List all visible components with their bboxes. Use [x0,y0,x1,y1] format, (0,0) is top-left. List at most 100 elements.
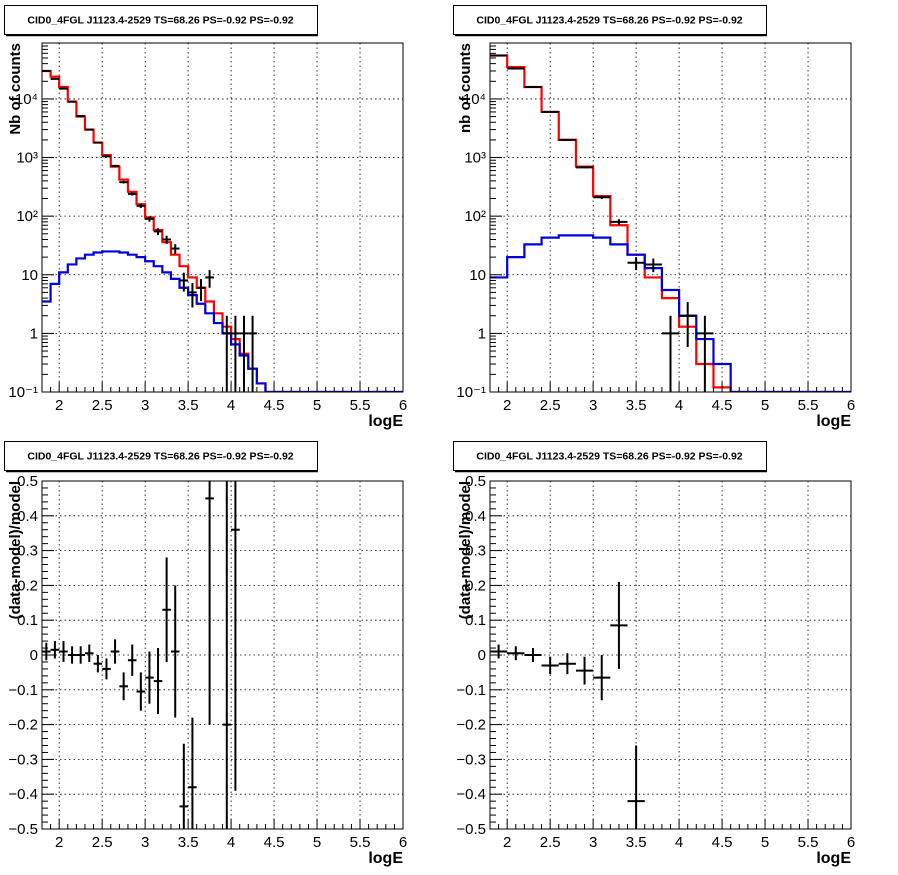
x-tick-label: 6 [399,834,407,851]
x-tick-label: 2.5 [540,834,561,851]
data-point [558,138,576,141]
x-tick-label: 3 [141,397,149,414]
data-point [593,195,611,200]
data-point [93,655,103,673]
data-point [67,100,77,103]
data-point [541,656,559,675]
data-point [610,219,628,225]
grid [42,481,403,829]
title-box [4,441,318,471]
chart-title: CID0_4FGL J1123.4-2529 TS=68.26 PS=-0.92… [476,15,742,27]
y-tick-label: −0.3 [456,751,486,768]
y-tick-label: 1 [30,325,38,342]
data-layer [490,581,645,829]
data-points [490,54,714,392]
data-point [110,639,120,664]
y-tick-label: 0.1 [17,612,38,629]
data-point [541,110,559,113]
x-tick-label: 2 [55,397,63,414]
x-tick-label: 2 [55,834,63,851]
x-ticks [489,382,852,392]
y-tick-label: 10 [21,267,38,284]
x-tick-label: 5.5 [798,397,819,414]
y-tick-label: 1 [478,325,486,342]
x-ticks [41,382,404,392]
x-tick-label: 3.5 [626,834,647,851]
data-point [205,270,214,288]
data-point [179,743,189,829]
data-point [170,244,180,254]
x-tick-label: 5 [313,834,321,851]
x-tick-label: 3.5 [178,834,199,851]
chart-panel-3: 2 2.5 3 3.5 4 4.5 5 5.5 6 −0.5 −0.4 −0.3 −0.2 −0.1 0 0.… [4,441,407,867]
x-tick-label: 5.5 [350,397,371,414]
x-tick-label: 4 [227,397,235,414]
y-tick-label: −0.4 [8,786,38,803]
y-tick-label: 10³ [16,150,38,167]
x-tick-label: 3 [141,834,149,851]
y-tick-label: 10⁻¹ [456,384,486,401]
y-axis-title: Nb of counts [7,43,24,135]
x-tick-label: 3 [589,397,597,414]
data-point [59,641,68,662]
data-point [179,272,189,292]
x-tick-label: 3 [589,834,597,851]
data-point [679,302,697,347]
x-tick-label: 4.5 [712,834,733,851]
y-tick-label: 10⁴ [15,91,38,108]
y-tick-label: −0.2 [456,717,486,734]
data-point [84,128,94,131]
series-line-1 [42,69,403,392]
x-tick-label: 5 [761,834,769,851]
y-ticks [42,42,54,393]
data-point [610,581,628,669]
y-tick-label: 0.4 [465,508,486,525]
y-tick-label: −0.4 [456,786,486,803]
data-point [593,655,611,701]
x-tick-label: 5.5 [798,834,819,851]
chart-panel-1: 2 2.5 3 3.5 4 4.5 5 5.5 6 10⁻¹ 1 10 10² 10³ 10⁴ logE Nb … [4,5,407,430]
y-ticks [42,480,54,830]
plot-frame [41,42,404,393]
grid [490,481,851,829]
data-point [558,653,576,675]
data-point [231,315,240,392]
x-tick-label: 4.5 [712,397,733,414]
data-layer [42,481,240,829]
data-point [145,651,154,704]
data-points [490,581,645,829]
x-tick-label: 2.5 [92,834,113,851]
data-layer [42,69,403,392]
data-point [76,115,85,118]
y-tick-label: 10² [16,208,38,225]
y-tick-label: −0.1 [456,682,486,699]
chart-panel-2: 2 2.5 3 3.5 4 4.5 5 5.5 6 10⁻¹ 1 10 10² 10³ 10⁴ logE nb … [453,5,855,430]
x-tick-label: 6 [399,397,407,414]
x-tick-label: 4 [227,834,235,851]
x-tick-label: 6 [847,834,855,851]
data-point [42,642,51,661]
data-point [696,315,714,392]
data-point [627,257,645,271]
x-tick-label: 5 [761,397,769,414]
x-tick-label: 5.5 [350,834,371,851]
data-point [524,648,542,662]
data-point [162,235,171,244]
x-tick-label: 4 [675,397,683,414]
data-point [153,228,163,236]
data-point [490,644,508,659]
data-point [170,585,180,718]
data-point [50,641,60,659]
x-tick-label: 6 [847,397,855,414]
y-tick-label: 0.1 [465,612,486,629]
y-tick-label: 10 [469,267,486,284]
data-point [188,283,197,308]
data-point [627,745,645,829]
y-tick-label: 0.3 [465,543,486,560]
data-point [188,717,197,829]
data-point [239,315,249,392]
chart-title: CID0_4FGL J1123.4-2529 TS=68.26 PS=-0.92… [27,15,293,27]
data-point [119,672,128,701]
data-point [145,216,154,222]
